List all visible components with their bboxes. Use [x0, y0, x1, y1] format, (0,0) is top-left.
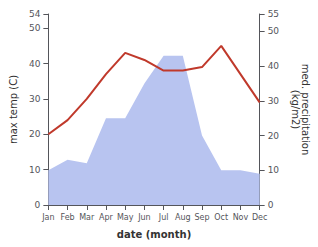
svg-text:(kg/m2): (kg/m2): [290, 90, 301, 130]
svg-text:10: 10: [29, 165, 41, 175]
svg-text:Jun: Jun: [137, 213, 151, 222]
svg-text:Apr: Apr: [99, 213, 114, 222]
svg-text:0: 0: [268, 200, 274, 210]
svg-text:med. precipitation: med. precipitation: [299, 63, 311, 156]
svg-text:54: 54: [29, 9, 41, 19]
svg-text:10: 10: [268, 165, 280, 175]
svg-text:max temp (C): max temp (C): [8, 75, 19, 144]
svg-text:Mar: Mar: [79, 213, 95, 222]
svg-text:50: 50: [268, 26, 280, 36]
svg-text:20: 20: [29, 129, 41, 139]
svg-text:Jul: Jul: [158, 213, 169, 222]
svg-text:Jan: Jan: [41, 213, 54, 222]
svg-text:50: 50: [29, 23, 41, 33]
svg-text:Nov: Nov: [233, 213, 249, 222]
svg-text:40: 40: [29, 59, 41, 69]
svg-text:date (month): date (month): [117, 229, 191, 240]
svg-text:Sep: Sep: [194, 213, 209, 222]
svg-text:0: 0: [35, 200, 41, 210]
svg-text:May: May: [117, 213, 134, 222]
svg-text:Aug: Aug: [175, 213, 191, 222]
svg-text:20: 20: [268, 131, 280, 141]
svg-text:40: 40: [268, 61, 280, 71]
svg-text:Oct: Oct: [214, 213, 228, 222]
svg-text:Dec: Dec: [252, 213, 267, 222]
svg-text:30: 30: [29, 94, 41, 104]
svg-text:Feb: Feb: [60, 213, 74, 222]
svg-text:30: 30: [268, 96, 280, 106]
svg-text:55: 55: [268, 9, 279, 19]
